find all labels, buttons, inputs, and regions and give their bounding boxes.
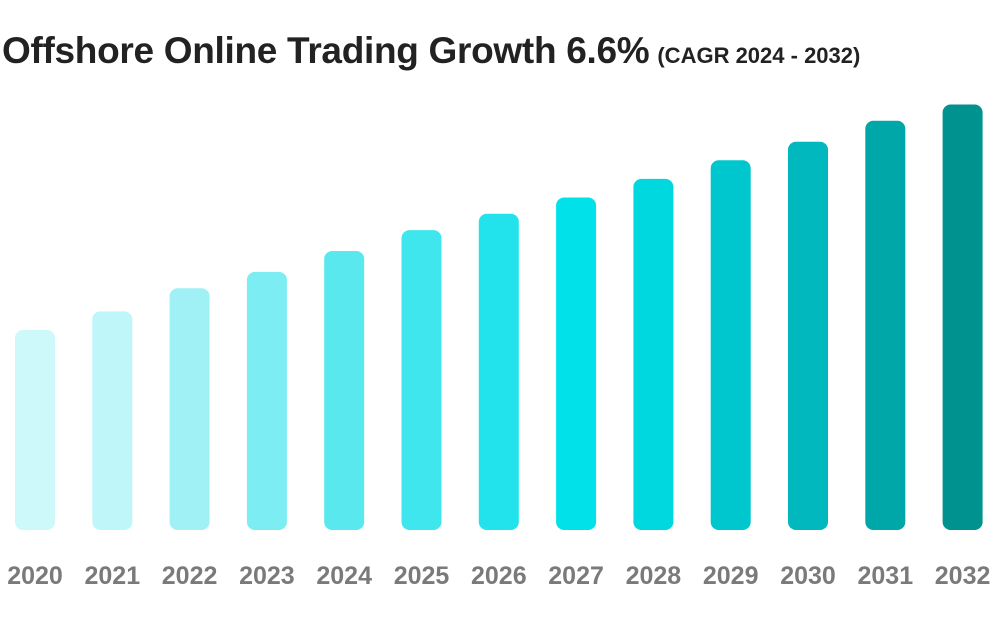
bar-2028: [633, 178, 674, 530]
bar-2021: [92, 311, 133, 530]
bar-2029: [710, 160, 751, 531]
x-tick-label-2027: 2027: [548, 562, 604, 590]
x-tick-label-2021: 2021: [84, 562, 140, 590]
chart-title: Offshore Online Trading Growth 6.6% (CAGR…: [2, 30, 860, 72]
bar-2022: [169, 288, 210, 530]
bar-2024: [324, 251, 365, 530]
x-tick-label-2022: 2022: [162, 562, 218, 590]
x-axis-labels: 2020 2021 2022 2023 2024 2025 2026 2027 2028 2029…: [7, 562, 990, 590]
x-tick-label-2028: 2028: [626, 562, 682, 590]
x-tick-label-2031: 2031: [857, 562, 913, 590]
x-tick-label-2029: 2029: [703, 562, 759, 590]
x-tick-label-2020: 2020: [7, 562, 63, 590]
chart-title-main: Offshore Online Trading Growth 6.6%: [2, 30, 650, 71]
bar-2026: [478, 213, 519, 531]
x-tick-label-2030: 2030: [780, 562, 836, 590]
bar-2027: [556, 197, 597, 530]
bar-2032: [942, 104, 983, 530]
bar-2031: [865, 120, 906, 531]
x-tick-label-2023: 2023: [239, 562, 295, 590]
bar-2030: [788, 141, 828, 530]
x-tick-label-2026: 2026: [471, 562, 527, 590]
bar-2020: [15, 330, 55, 530]
x-tick-label-2025: 2025: [394, 562, 450, 590]
x-tick-label-2032: 2032: [935, 562, 991, 590]
bar-2023: [246, 271, 287, 530]
chart-subtitle: (CAGR 2024 - 2032): [657, 43, 861, 68]
x-tick-label-2024: 2024: [316, 562, 372, 590]
bar-2025: [401, 230, 442, 530]
bars-group: [15, 104, 983, 531]
